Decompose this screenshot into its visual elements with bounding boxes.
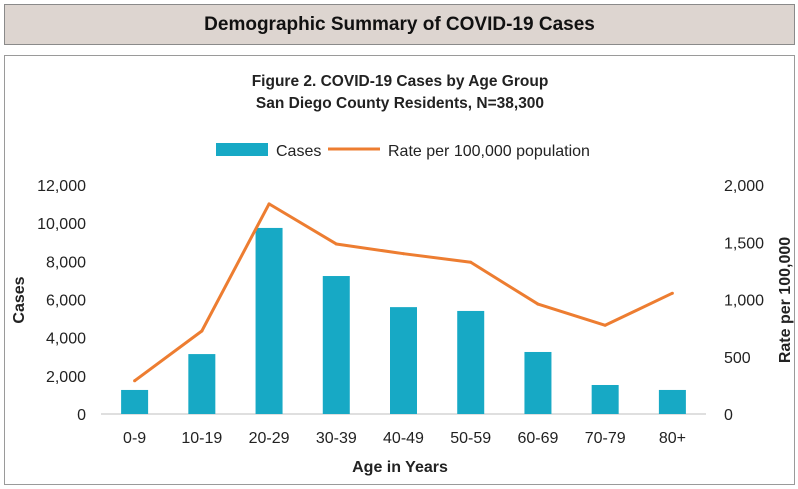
bar-30-39 bbox=[322, 276, 350, 414]
y2-tick-label: 0 bbox=[724, 407, 733, 424]
x-tick-label: 0-9 bbox=[123, 430, 146, 447]
section-header: Demographic Summary of COVID-19 Cases bbox=[4, 4, 795, 45]
x-tick-label: 40-49 bbox=[383, 430, 424, 447]
bar-0-9 bbox=[121, 389, 149, 414]
rate-point-70-79 bbox=[603, 323, 607, 327]
section-title: Demographic Summary of COVID-19 Cases bbox=[204, 13, 595, 35]
x-tick-label: 60-69 bbox=[517, 430, 558, 447]
rate-point-0-9 bbox=[133, 379, 137, 383]
y2-tick-label: 2,000 bbox=[724, 178, 764, 195]
y2-tick-label: 1,500 bbox=[724, 235, 764, 252]
y-tick-label: 0 bbox=[77, 407, 86, 424]
legend-label-rate: Rate per 100,000 population bbox=[388, 143, 590, 160]
rate-point-20-29 bbox=[267, 202, 271, 206]
bar-40-49 bbox=[390, 307, 417, 414]
rate-point-50-59 bbox=[469, 260, 473, 264]
y-tick-label: 6,000 bbox=[46, 293, 86, 310]
y-tick-label: 12,000 bbox=[37, 178, 86, 195]
y-tick-label: 10,000 bbox=[37, 216, 86, 233]
x-tick-label: 80+ bbox=[659, 430, 686, 447]
x-axis-title: Age in Years bbox=[352, 459, 448, 476]
rate-point-60-69 bbox=[536, 302, 540, 306]
x-tick-label: 20-29 bbox=[249, 430, 290, 447]
y2-tick-label: 1,000 bbox=[724, 293, 764, 310]
y-tick-label: 2,000 bbox=[46, 369, 86, 386]
bar-20-29 bbox=[255, 227, 283, 414]
rate-point-30-39 bbox=[334, 242, 338, 246]
y2-axis-title: Rate per 100,000 bbox=[777, 237, 794, 363]
legend-label-cases: Cases bbox=[276, 143, 321, 160]
rate-point-80+ bbox=[670, 291, 674, 295]
x-tick-label: 30-39 bbox=[316, 430, 357, 447]
y-axis-title: Cases bbox=[11, 276, 28, 323]
x-tick-label: 70-79 bbox=[585, 430, 626, 447]
y-tick-label: 8,000 bbox=[46, 254, 86, 271]
chart-subtitle: San Diego County Residents, N=38,300 bbox=[256, 95, 544, 112]
bar-10-19 bbox=[188, 354, 216, 414]
x-tick-label: 50-59 bbox=[450, 430, 491, 447]
y2-tick-label: 500 bbox=[724, 350, 751, 367]
bar-60-69 bbox=[524, 351, 552, 414]
chart-title: Figure 2. COVID-19 Cases by Age Group bbox=[252, 73, 549, 90]
x-tick-label: 10-19 bbox=[181, 430, 222, 447]
bar-50-59 bbox=[457, 310, 485, 414]
rate-point-40-49 bbox=[402, 252, 405, 256]
rate-point-10-19 bbox=[200, 329, 204, 333]
y-tick-label: 4,000 bbox=[46, 331, 86, 348]
legend-swatch-cases bbox=[216, 143, 268, 156]
bar-80+ bbox=[658, 389, 686, 414]
bar-70-79 bbox=[591, 384, 619, 414]
legend: Cases Rate per 100,000 population bbox=[216, 143, 590, 160]
